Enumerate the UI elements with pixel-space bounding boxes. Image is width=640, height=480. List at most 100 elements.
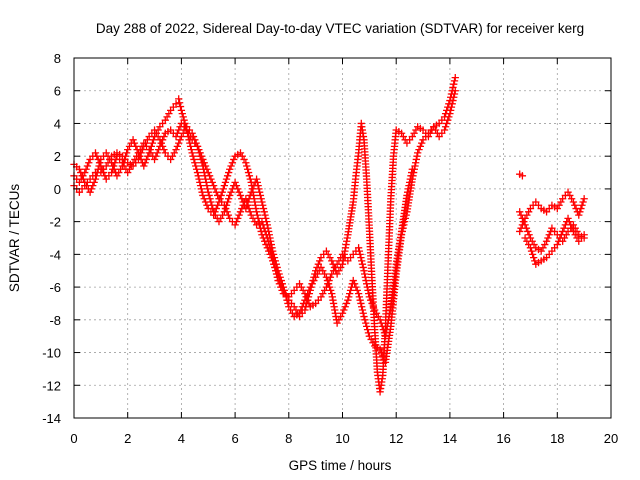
data-point-interp <box>253 178 261 187</box>
data-point <box>285 293 293 301</box>
data-point-interp <box>324 280 332 288</box>
data-point-interp <box>99 165 108 173</box>
data-point-interp <box>93 152 101 160</box>
data-point <box>575 237 583 245</box>
x-tick-label: 10 <box>335 431 349 446</box>
data-point <box>451 73 459 82</box>
data-point-interp <box>531 257 539 265</box>
data-point <box>569 198 578 206</box>
series-track-d <box>516 170 527 180</box>
data-point <box>349 276 357 285</box>
data-point-interp <box>340 306 348 314</box>
data-point <box>360 312 368 321</box>
data-point-interp <box>132 159 140 167</box>
data-point-interp <box>201 162 210 170</box>
data-point-interp <box>560 224 568 232</box>
data-point <box>435 119 443 128</box>
data-point-interp <box>78 185 86 193</box>
data-point-interp <box>198 188 206 196</box>
data-point-interp <box>262 231 270 239</box>
data-point-interp <box>244 168 253 177</box>
data-point-interp <box>142 155 151 164</box>
data-point-interp <box>190 155 198 164</box>
data-point <box>242 159 250 167</box>
data-point-interp <box>405 181 413 190</box>
data-point-interp <box>238 204 246 213</box>
data-point <box>376 345 384 353</box>
data-point-interp <box>377 319 385 327</box>
data-point-interp <box>357 253 365 262</box>
data-point-interp <box>358 260 367 268</box>
data-point-interp <box>415 145 423 154</box>
data-point-interp <box>316 257 324 265</box>
data-point-interp <box>197 152 206 160</box>
data-point-interp <box>83 178 92 187</box>
data-point-interp <box>196 181 205 190</box>
data-point-interp <box>358 257 366 265</box>
data-point-interp <box>443 119 451 128</box>
data-point <box>354 289 363 298</box>
data-point-interp <box>82 165 90 173</box>
data-point-interp <box>255 188 264 196</box>
data-point <box>199 191 207 200</box>
data-point-interp <box>111 159 119 167</box>
data-point <box>322 283 331 291</box>
data-point-interp <box>187 145 196 154</box>
data-point-interp <box>445 113 453 121</box>
data-point <box>145 132 153 141</box>
data-point-interp <box>228 159 237 167</box>
data-point-interp <box>327 286 335 295</box>
data-point-interp <box>364 286 372 295</box>
data-point-interp <box>189 132 198 141</box>
data-point <box>177 119 186 128</box>
data-point-interp <box>346 289 354 298</box>
data-point <box>312 299 320 308</box>
data-point <box>118 152 126 160</box>
series-track-f <box>516 188 588 236</box>
data-point-interp <box>254 181 262 190</box>
data-point <box>338 250 347 259</box>
data-point <box>532 198 540 206</box>
data-point-interp <box>207 175 215 183</box>
x-tick-label: 14 <box>443 431 457 446</box>
data-point-interp <box>208 178 216 187</box>
data-point <box>107 168 116 177</box>
x-tick-label: 18 <box>550 431 564 446</box>
data-point-interp <box>550 227 559 236</box>
data-point-interp <box>255 185 263 193</box>
data-point-interp <box>517 211 525 219</box>
data-point-interp <box>534 201 543 209</box>
data-point <box>156 123 164 131</box>
data-point <box>231 178 239 187</box>
data-point-interp <box>447 106 455 115</box>
data-point-interp <box>259 204 268 213</box>
data-point-interp <box>203 185 212 193</box>
data-point-interp <box>273 273 281 281</box>
data-point <box>446 109 454 118</box>
data-point-interp <box>325 276 333 285</box>
tick-layer <box>73 57 612 419</box>
data-point-interp <box>94 155 102 164</box>
data-point <box>167 126 175 134</box>
data-point <box>269 253 277 262</box>
data-point-interp <box>527 247 536 255</box>
data-point-interp <box>314 296 322 304</box>
data-point-interp <box>267 247 275 255</box>
data-point-interp <box>272 267 280 275</box>
data-point <box>150 155 159 164</box>
data-point-interp <box>524 227 532 236</box>
data-point <box>177 106 186 115</box>
data-point <box>553 240 561 249</box>
data-point-interp <box>218 188 226 196</box>
data-point-interp <box>568 224 576 232</box>
data-point <box>344 257 352 265</box>
data-point-interp <box>363 322 371 331</box>
data-point <box>81 168 89 177</box>
data-point <box>328 257 336 265</box>
data-point-interp <box>173 142 182 151</box>
data-point <box>542 208 551 216</box>
data-point <box>376 316 384 324</box>
data-point-interp <box>186 142 195 151</box>
data-point <box>167 106 175 115</box>
data-point-interp <box>576 208 584 216</box>
